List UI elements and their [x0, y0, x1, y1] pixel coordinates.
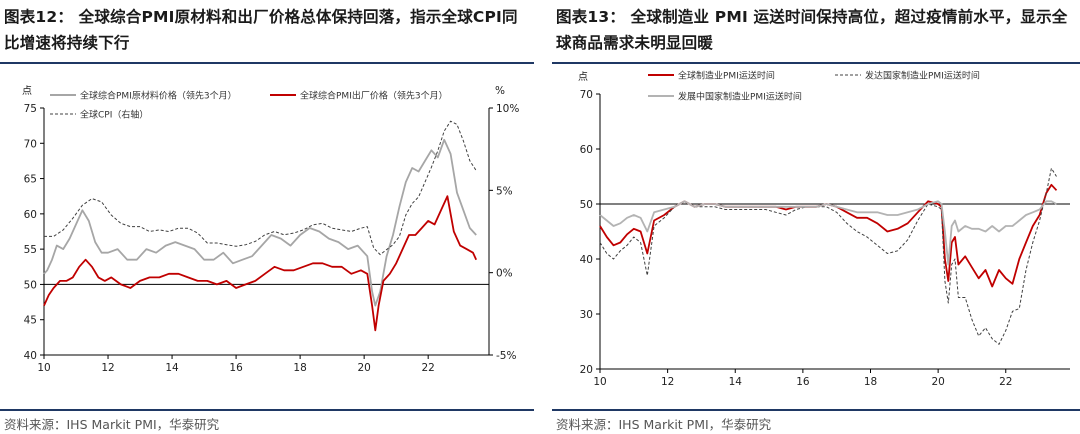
y2-tick-label: -5% [496, 350, 516, 362]
x-tick-label: 22 [421, 362, 434, 374]
y2-axis-unit: % [495, 85, 505, 97]
series-line-2 [599, 167, 1057, 345]
x-tick-label: 14 [729, 376, 743, 388]
y-tick-label: 30 [580, 309, 593, 321]
right-source-divider [552, 409, 1080, 411]
series-line-3 [599, 200, 1057, 266]
legend-label-1: 全球制造业PMI运送时间 [678, 70, 775, 82]
y-axis-unit: 点 [22, 85, 32, 97]
x-tick-label: 12 [661, 376, 674, 388]
y-tick-label: 20 [580, 364, 593, 376]
y-tick-label: 60 [24, 209, 37, 221]
y-tick-label: 60 [580, 144, 593, 156]
x-tick-label: 16 [229, 362, 243, 374]
legend-label-2: 全球综合PMI出厂价格（领先3个月） [300, 90, 448, 102]
right-chart-title: 图表13： 全球制造业 PMI 运送时间保持高位，超过疫情前水平，显示全球商品需… [556, 8, 1068, 52]
x-tick-label: 12 [101, 362, 114, 374]
left-chart: 点 40 45 50 55 60 65 70 75% -5% 0% 5% 10% 10 12 14 16 18 20… [22, 85, 519, 374]
left-title-divider [0, 62, 534, 64]
y-tick-label: 40 [580, 254, 593, 266]
x-tick-label: 18 [864, 376, 877, 388]
legend-label-1: 全球综合PMI原材料价格（领先3个月） [80, 90, 237, 102]
y2-tick-label: 5% [496, 185, 513, 197]
series-line-3 [44, 120, 477, 256]
x-tick-label: 20 [357, 362, 370, 374]
y-axis-unit: 点 [578, 71, 588, 83]
series-line-1 [43, 138, 477, 307]
y-tick-label: 55 [24, 244, 37, 256]
left-source-note: 资料来源：IHS Markit PMI，华泰研究 [4, 417, 220, 432]
right-panel: 图表13： 全球制造业 PMI 运送时间保持高位，超过疫情前水平，显示全球商品需… [552, 0, 1080, 434]
y-tick-label: 40 [24, 350, 37, 362]
left-source-divider [0, 409, 534, 411]
y-tick-label: 50 [24, 279, 37, 291]
y-tick-label: 70 [580, 89, 593, 101]
x-tick-label: 22 [999, 376, 1012, 388]
y2-tick-label: 10% [496, 103, 519, 115]
x-tick-label: 10 [593, 376, 606, 388]
y-tick-label: 70 [24, 138, 37, 150]
x-tick-label: 14 [165, 362, 179, 374]
right-title-divider [552, 62, 1080, 64]
y-tick-label: 45 [24, 315, 37, 327]
left-chart-title: 图表12： 全球综合PMI原材料和出厂价格总体保持回落，指示全球CPI同比增速将… [4, 8, 518, 52]
y-tick-label: 65 [24, 174, 37, 186]
legend-label-3: 发展中国家制造业PMI运送时间 [678, 91, 802, 103]
series-line-2 [43, 195, 478, 332]
x-tick-label: 10 [37, 362, 50, 374]
left-panel: 图表12： 全球综合PMI原材料和出厂价格总体保持回落，指示全球CPI同比增速将… [0, 0, 534, 434]
legend-label-2: 发达国家制造业PMI运送时间 [865, 70, 980, 82]
legend-label-3: 全球CPI（右轴） [80, 109, 148, 121]
y-tick-label: 75 [24, 103, 37, 115]
x-tick-label: 18 [293, 362, 306, 374]
right-source-note: 资料来源：IHS Markit PMI，华泰研究 [556, 417, 772, 432]
series-line-1 [599, 183, 1058, 288]
y2-tick-label: 0% [496, 268, 513, 280]
right-chart: 点20304050607010 12 14 16 18 20 22全球制造业PMI运送时间发… [578, 70, 1070, 388]
x-tick-label: 20 [931, 376, 944, 388]
x-tick-label: 16 [796, 376, 810, 388]
y-tick-label: 50 [580, 199, 593, 211]
